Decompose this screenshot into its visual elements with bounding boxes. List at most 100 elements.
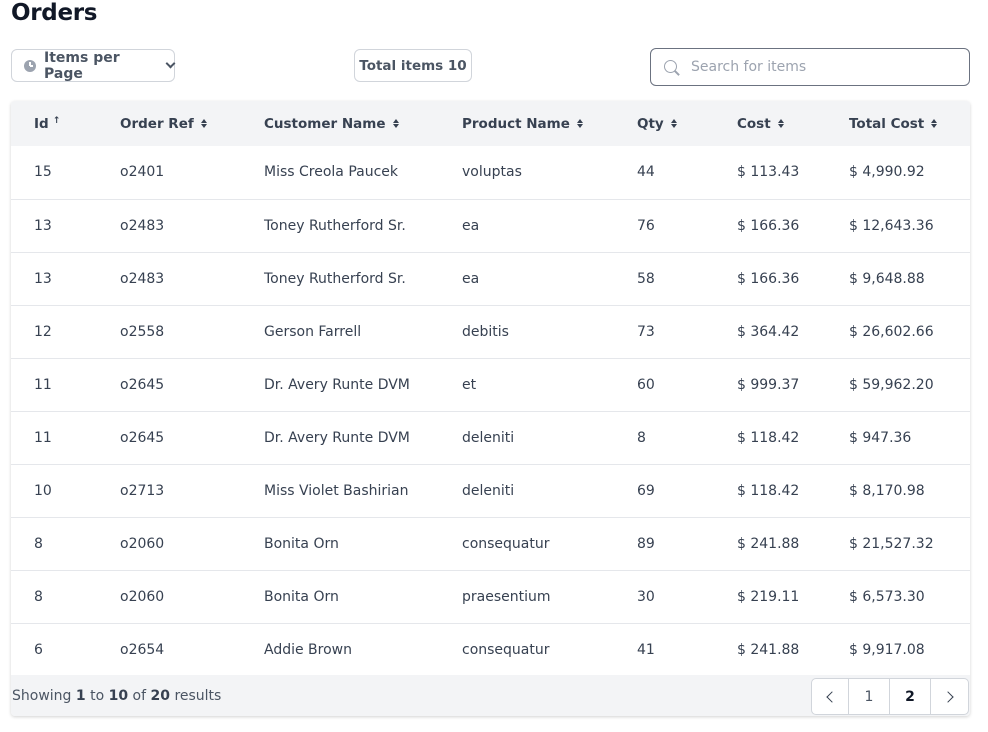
table-row[interactable]: 8 o2060 Bonita Orn praesentium 30 $ 219.11 $ 6… bbox=[11, 570, 970, 623]
cell-qty: 58 bbox=[637, 270, 655, 287]
cell-cost: $ 999.37 bbox=[737, 376, 800, 393]
cell-customer-name: Miss Creola Paucek bbox=[264, 164, 399, 181]
cell-total-cost: $ 4,990.92 bbox=[849, 164, 925, 181]
cell-total-cost: $ 59,962.20 bbox=[849, 376, 934, 393]
cell-cost: $ 113.43 bbox=[737, 164, 800, 181]
table-row[interactable]: 13 o2483 Toney Rutherford Sr. ea 76 $ 166.36 $… bbox=[11, 199, 970, 252]
cell-product-name: deleniti bbox=[462, 429, 515, 446]
column-header-id[interactable]: Id ↑ bbox=[11, 101, 120, 146]
cell-product-name: consequatur bbox=[462, 641, 550, 658]
page-button-2[interactable]: 2 bbox=[890, 679, 931, 714]
orders-table-container: Id ↑ Order Ref Customer Name Product Name Qty… bbox=[11, 101, 970, 716]
chevron-down-icon bbox=[165, 58, 176, 69]
table-row[interactable]: 11 o2645 Dr. Avery Runte DVM et 60 $ 999.37 $ … bbox=[11, 358, 970, 411]
cell-product-name: voluptas bbox=[462, 164, 522, 181]
cell-id: 6 bbox=[34, 641, 43, 658]
table-row[interactable]: 13 o2483 Toney Rutherford Sr. ea 58 $ 166.36 $… bbox=[11, 252, 970, 305]
page-button-1[interactable]: 1 bbox=[849, 679, 890, 714]
column-header-label: Order Ref bbox=[120, 115, 194, 132]
cell-id: 13 bbox=[34, 270, 52, 287]
cell-id: 11 bbox=[34, 376, 52, 393]
cell-product-name: debitis bbox=[462, 323, 509, 340]
column-header-label: Product Name bbox=[462, 115, 570, 132]
sort-icon bbox=[392, 119, 399, 128]
cell-customer-name: Miss Violet Bashirian bbox=[264, 482, 409, 499]
column-header-label: Id bbox=[34, 115, 49, 132]
items-per-page-button[interactable]: Items per Page bbox=[11, 49, 176, 82]
sort-ascending-icon: ↑ bbox=[52, 115, 61, 126]
cell-order-ref: o2645 bbox=[120, 376, 165, 393]
cell-product-name: consequatur bbox=[462, 535, 550, 552]
cell-id: 8 bbox=[34, 588, 43, 605]
cell-qty: 41 bbox=[637, 641, 655, 658]
next-page-button[interactable] bbox=[931, 679, 968, 714]
total-items-badge: Total items 10 bbox=[354, 49, 472, 82]
cell-qty: 8 bbox=[637, 429, 646, 446]
cell-id: 10 bbox=[34, 482, 52, 499]
table-header-row: Id ↑ Order Ref Customer Name Product Name Qty… bbox=[11, 101, 970, 146]
column-header-total-cost[interactable]: Total Cost bbox=[849, 101, 970, 146]
table-row[interactable]: 15 o2401 Miss Creola Paucek voluptas 44 $ 113… bbox=[11, 146, 970, 199]
column-header-qty[interactable]: Qty bbox=[637, 101, 737, 146]
cell-cost: $ 118.42 bbox=[737, 482, 800, 499]
cell-cost: $ 118.42 bbox=[737, 429, 800, 446]
clock-icon bbox=[24, 59, 36, 72]
page-title: Orders bbox=[11, 0, 98, 26]
column-header-cost[interactable]: Cost bbox=[737, 101, 849, 146]
cell-order-ref: o2060 bbox=[120, 588, 165, 605]
table-row[interactable]: 12 o2558 Gerson Farrell debitis 73 $ 364.42 $ … bbox=[11, 305, 970, 358]
orders-table: Id ↑ Order Ref Customer Name Product Name Qty… bbox=[11, 101, 970, 677]
cell-total-cost: $ 6,573.30 bbox=[849, 588, 925, 605]
search-box[interactable] bbox=[650, 48, 970, 86]
cell-id: 15 bbox=[34, 164, 52, 181]
cell-total-cost: $ 8,170.98 bbox=[849, 482, 925, 499]
cell-order-ref: o2558 bbox=[120, 323, 165, 340]
cell-customer-name: Gerson Farrell bbox=[264, 323, 362, 340]
cell-cost: $ 166.36 bbox=[737, 270, 800, 287]
column-header-label: Cost bbox=[737, 115, 771, 132]
results-from: 1 bbox=[75, 687, 86, 704]
column-header-order-ref[interactable]: Order Ref bbox=[120, 101, 264, 146]
cell-cost: $ 219.11 bbox=[737, 588, 800, 605]
cell-cost: $ 241.88 bbox=[737, 641, 800, 658]
sort-icon bbox=[777, 119, 784, 128]
items-per-page-label: Items per Page bbox=[44, 49, 120, 82]
search-input[interactable] bbox=[691, 59, 961, 75]
results-total: 20 bbox=[150, 687, 170, 704]
cell-order-ref: o2401 bbox=[120, 164, 165, 181]
sort-icon bbox=[576, 119, 583, 128]
cell-total-cost: $ 9,648.88 bbox=[849, 270, 925, 287]
table-row[interactable]: 8 o2060 Bonita Orn consequatur 89 $ 241.88 $ 2… bbox=[11, 517, 970, 570]
cell-product-name: ea bbox=[462, 270, 480, 287]
column-header-customer-name[interactable]: Customer Name bbox=[264, 101, 462, 146]
previous-page-button[interactable] bbox=[812, 679, 849, 714]
cell-order-ref: o2645 bbox=[120, 429, 165, 446]
cell-customer-name: Bonita Orn bbox=[264, 588, 339, 605]
table-row[interactable]: 6 o2654 Addie Brown consequatur 41 $ 241.88 $ … bbox=[11, 623, 970, 676]
cell-product-name: praesentium bbox=[462, 588, 551, 605]
chevron-right-icon bbox=[942, 690, 954, 703]
sort-icon bbox=[931, 119, 938, 128]
table-row[interactable]: 10 o2713 Miss Violet Bashirian deleniti 69 $ … bbox=[11, 464, 970, 517]
table-row[interactable]: 11 o2645 Dr. Avery Runte DVM deleniti 8 $ 118… bbox=[11, 411, 970, 464]
cell-customer-name: Dr. Avery Runte DVM bbox=[264, 376, 410, 393]
cell-product-name: deleniti bbox=[462, 482, 515, 499]
chevron-left-icon bbox=[825, 690, 838, 703]
column-header-product-name[interactable]: Product Name bbox=[462, 101, 637, 146]
cell-id: 11 bbox=[34, 429, 52, 446]
cell-product-name: et bbox=[462, 376, 477, 393]
cell-qty: 44 bbox=[637, 164, 655, 181]
cell-order-ref: o2060 bbox=[120, 535, 165, 552]
results-to: 10 bbox=[108, 687, 129, 704]
cell-customer-name: Addie Brown bbox=[264, 641, 352, 658]
cell-id: 8 bbox=[34, 535, 43, 552]
cell-customer-name: Toney Rutherford Sr. bbox=[264, 217, 406, 234]
sort-icon bbox=[670, 119, 677, 128]
cell-qty: 69 bbox=[637, 482, 655, 499]
cell-order-ref: o2483 bbox=[120, 217, 165, 234]
column-header-label: Qty bbox=[637, 115, 664, 132]
cell-qty: 60 bbox=[637, 376, 655, 393]
cell-id: 13 bbox=[34, 217, 52, 234]
sort-icon bbox=[200, 119, 207, 128]
